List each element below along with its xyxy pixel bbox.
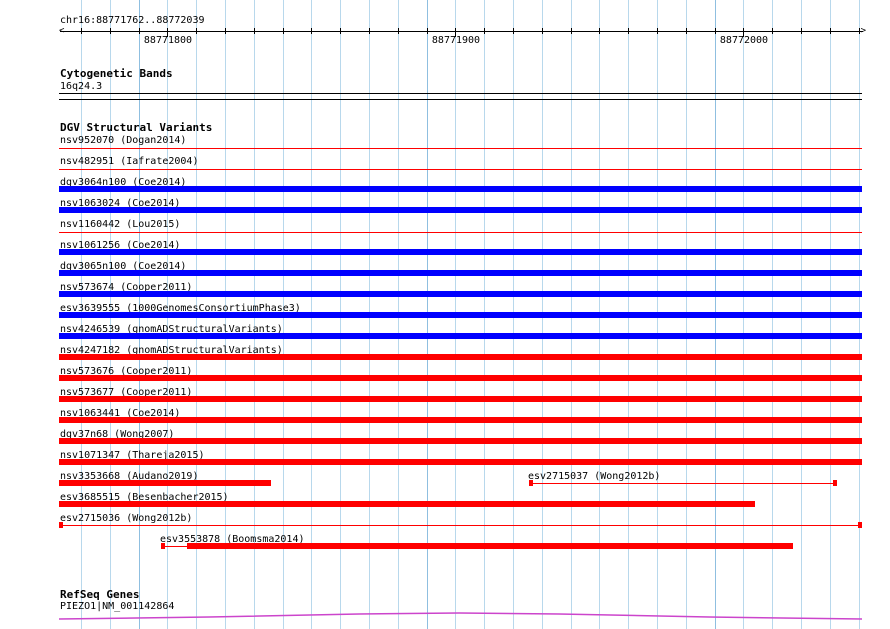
variant-bar[interactable] [59,525,862,526]
variant-label[interactable]: esv2715037 (Wong2012b) [528,471,661,482]
variant-label[interactable]: nsv482951 (Iafrate2004) [60,156,199,167]
cyto-band-label: 16q24.3 [60,81,103,92]
ruler-tick [513,28,514,34]
variant-bar[interactable] [59,375,862,381]
ruler-tick [599,28,600,34]
ruler-tick [628,28,629,34]
variant-label[interactable]: nsv573674 (Cooper2011) [60,282,193,293]
variant-bar[interactable] [59,207,862,213]
ruler-tick [427,28,428,34]
ruler-tick [801,28,802,34]
ruler-tick [830,28,831,34]
variant-label[interactable]: esv3553878 (Boomsma2014) [160,534,305,545]
gene-intron-line [59,612,862,620]
variant-endcap[interactable] [59,522,63,528]
ruler-tick [139,28,140,34]
ruler-tick [715,28,716,34]
variant-bar[interactable] [59,480,271,486]
variant-label[interactable]: nsv3353668 (Audano2019) [60,471,199,482]
ruler-tick [311,28,312,34]
variant-bar[interactable] [59,148,862,149]
ruler-tick [254,28,255,34]
coordinate-ruler[interactable]: chr16:88771762..88772039 < > 88771800 88… [59,10,866,50]
cyto-band-line[interactable] [59,99,862,100]
variant-endcap[interactable] [858,522,862,528]
variant-bar[interactable] [187,543,793,549]
variant-label[interactable]: dgv3064n100 (Coe2014) [60,177,187,188]
cyto-band-line[interactable] [59,93,862,94]
cytogenetic-bands-track-title[interactable]: Cytogenetic Bands [60,67,173,80]
ruler-tick [167,28,168,37]
variant-endcap[interactable] [529,480,533,486]
variant-label[interactable]: nsv4246539 (gnomADStructuralVariants) [60,324,283,335]
ruler-tick [859,28,860,34]
ruler-tick [542,28,543,34]
variant-label[interactable]: dgv37n68 (Wong2007) [60,429,175,440]
variant-bar[interactable] [59,396,862,402]
variant-label[interactable]: nsv4247182 (gnomADStructuralVariants) [60,345,283,356]
variant-label[interactable]: nsv573676 (Cooper2011) [60,366,193,377]
variant-label[interactable]: dgv3065n100 (Coe2014) [60,261,187,272]
variant-bar[interactable] [59,186,862,192]
refseq-gene-model[interactable] [59,610,862,622]
variant-bar[interactable] [59,291,862,297]
variant-bar[interactable] [59,459,862,465]
ruler-tick [369,28,370,34]
refseq-track-title[interactable]: RefSeq Genes [60,588,140,601]
variant-label[interactable]: nsv573677 (Cooper2011) [60,387,193,398]
variant-bar[interactable] [59,417,862,423]
variant-label[interactable]: nsv1061256 (Coe2014) [60,240,181,251]
variant-bar[interactable] [59,354,862,360]
variant-label[interactable]: esv3685515 (Besenbacher2015) [60,492,229,503]
variant-bar[interactable] [59,270,862,276]
variant-bar[interactable] [59,232,862,233]
ruler-tick [455,28,456,37]
ruler-tick [571,28,572,34]
variant-label[interactable]: nsv1063441 (Coe2014) [60,408,181,419]
variant-bar[interactable] [529,483,837,484]
variant-label[interactable]: nsv1160442 (Lou2015) [60,219,181,230]
ruler-tick [657,28,658,34]
variant-label[interactable]: nsv1071347 (Thareja2015) [60,450,205,461]
dgv-track-title[interactable]: DGV Structural Variants [60,121,213,134]
variant-bar[interactable] [59,438,862,444]
ruler-axis [60,31,863,32]
ruler-tick [110,28,111,34]
variant-label[interactable]: nsv1063024 (Coe2014) [60,198,181,209]
ruler-tick [225,28,226,34]
variant-label[interactable]: esv3639555 (1000GenomesConsortiumPhase3) [60,303,301,314]
ruler-tick [484,28,485,34]
variant-label[interactable]: nsv952070 (Dogan2014) [60,135,187,146]
variant-bar[interactable] [59,333,862,339]
ruler-tick [772,28,773,34]
variant-label[interactable]: esv2715036 (Wong2012b) [60,513,193,524]
ruler-tick [196,28,197,34]
variant-connector[interactable] [161,546,187,547]
coordinate-label: chr16:88771762..88772039 [60,15,205,26]
refseq-gene-label[interactable]: PIEZO1|NM_001142864 [60,601,175,612]
ruler-tick [398,28,399,34]
variant-bar[interactable] [59,501,755,507]
scroll-left-arrow-icon[interactable]: < [59,26,65,36]
variant-endcap[interactable] [833,480,837,486]
ruler-tick [81,28,82,34]
variant-bar[interactable] [59,169,862,170]
variant-bar[interactable] [59,312,862,318]
ruler-tick [686,28,687,34]
variant-bar[interactable] [59,249,862,255]
ruler-tick [340,28,341,34]
ruler-tick [743,28,744,37]
tick-label: 88772000 [719,35,769,46]
ruler-tick [283,28,284,34]
tick-label: 88771900 [431,35,481,46]
scroll-right-arrow-icon[interactable]: > [860,26,866,36]
tick-label: 88771800 [143,35,193,46]
